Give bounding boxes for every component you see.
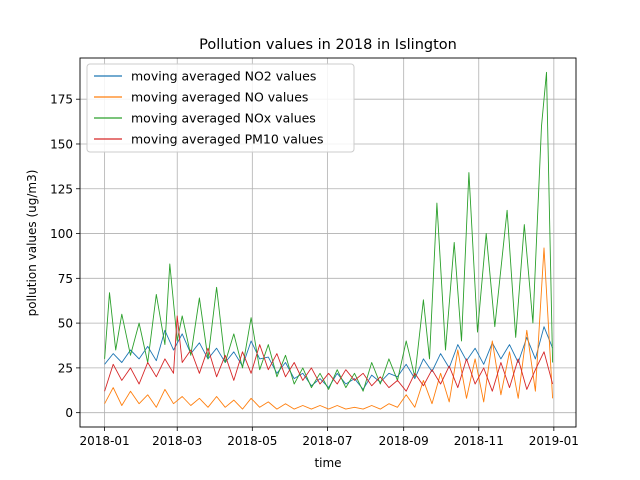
x-tick-label: 2018-07 bbox=[302, 434, 352, 448]
y-tick-label: 100 bbox=[50, 227, 73, 241]
x-tick-label: 2018-03 bbox=[152, 434, 202, 448]
y-tick-label: 125 bbox=[50, 182, 73, 196]
chart-title: Pollution values in 2018 in Islington bbox=[199, 37, 457, 53]
legend-label-pm10: moving averaged PM10 values bbox=[131, 132, 323, 147]
legend-label-nox: moving averaged NOx values bbox=[131, 111, 316, 126]
y-tick-label: 150 bbox=[50, 137, 73, 151]
series-nox bbox=[104, 71, 554, 392]
x-axis-label: time bbox=[314, 456, 341, 470]
legend-label-no2: moving averaged NO2 values bbox=[131, 69, 316, 84]
x-tick-label: 2019-01 bbox=[529, 434, 579, 448]
x-tick-label: 2018-09 bbox=[379, 434, 429, 448]
series-line-nox bbox=[104, 71, 554, 392]
y-tick-label: 75 bbox=[58, 272, 73, 286]
plot-area-frame bbox=[79, 57, 577, 428]
series-pm10 bbox=[104, 315, 554, 392]
series-line-no bbox=[104, 247, 554, 410]
legend-label-no: moving averaged NO values bbox=[131, 90, 308, 105]
y-tick-label: 25 bbox=[58, 361, 73, 375]
legend-box bbox=[86, 63, 355, 153]
series-line-pm10 bbox=[104, 315, 554, 392]
plot-series bbox=[104, 71, 554, 410]
x-tick-label: 2018-01 bbox=[80, 434, 130, 448]
x-axis-ticks: 2018-01 2018-03 2018-05 2018-07 2018-09 2018-… bbox=[80, 427, 579, 448]
y-axis-ticks: 0 25 50 75 100 125 150 175 bbox=[50, 93, 80, 420]
y-tick-label: 50 bbox=[58, 317, 73, 331]
legend: moving averaged NO2 values moving averag… bbox=[86, 63, 355, 153]
series-no bbox=[104, 247, 554, 410]
x-tick-label: 2018-05 bbox=[227, 434, 277, 448]
x-tick-label: 2018-11 bbox=[454, 434, 504, 448]
y-axis-label: pollution values (ug/m3) bbox=[25, 170, 39, 317]
y-tick-label: 0 bbox=[65, 406, 73, 420]
y-tick-label: 175 bbox=[50, 93, 73, 107]
